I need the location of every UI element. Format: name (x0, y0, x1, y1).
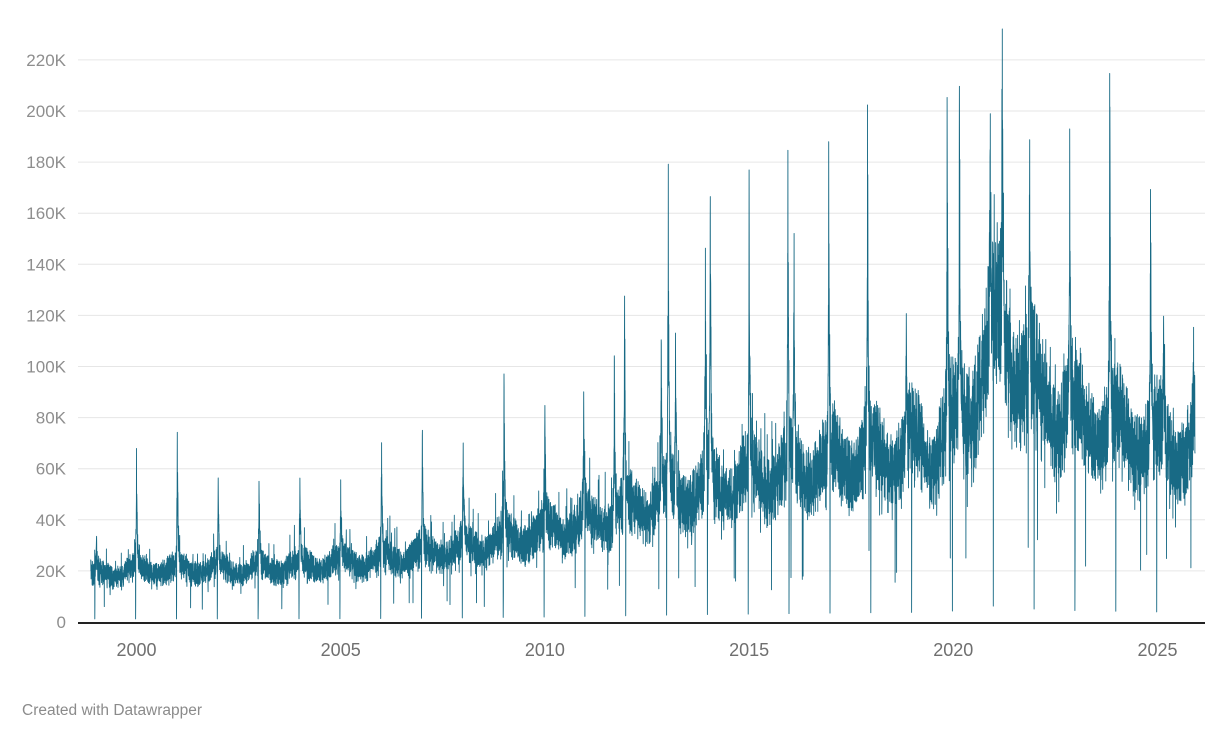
svg-text:2020: 2020 (933, 640, 973, 660)
svg-text:100K: 100K (26, 358, 66, 377)
chart-container: 0 20K 40K 60K 80K 100K 120K 140K 160K 180K 200K 220… (22, 28, 1205, 719)
svg-text:180K: 180K (26, 153, 66, 172)
svg-text:2015: 2015 (729, 640, 769, 660)
svg-text:60K: 60K (36, 460, 67, 479)
svg-text:2010: 2010 (525, 640, 565, 660)
svg-text:40K: 40K (36, 511, 67, 530)
svg-text:220K: 220K (26, 51, 66, 70)
svg-text:2025: 2025 (1137, 640, 1177, 660)
horizontal-gridlines (78, 59, 1205, 572)
svg-text:160K: 160K (26, 204, 66, 223)
svg-text:140K: 140K (26, 255, 66, 274)
svg-text:200K: 200K (26, 102, 66, 121)
svg-text:2005: 2005 (321, 640, 361, 660)
svg-text:0: 0 (57, 613, 66, 632)
credit-text: Created with Datawrapper (22, 702, 203, 719)
chart-credit: Created with Datawrapper (22, 702, 202, 720)
svg-text:2000: 2000 (116, 640, 156, 660)
svg-text:120K: 120K (26, 306, 66, 325)
svg-text:80K: 80K (36, 409, 67, 428)
svg-text:20K: 20K (36, 562, 67, 581)
y-axis-labels: 0 20K 40K 60K 80K 100K 120K 140K 160K 180K 200K 220… (26, 51, 66, 632)
data-series-line (90, 28, 1196, 620)
time-series-line-chart: 0 20K 40K 60K 80K 100K 120K 140K 160K 180K 200K 220… (26, 28, 1205, 660)
x-axis-labels: 2000 2005 2010 2015 2020 2025 (116, 640, 1177, 660)
